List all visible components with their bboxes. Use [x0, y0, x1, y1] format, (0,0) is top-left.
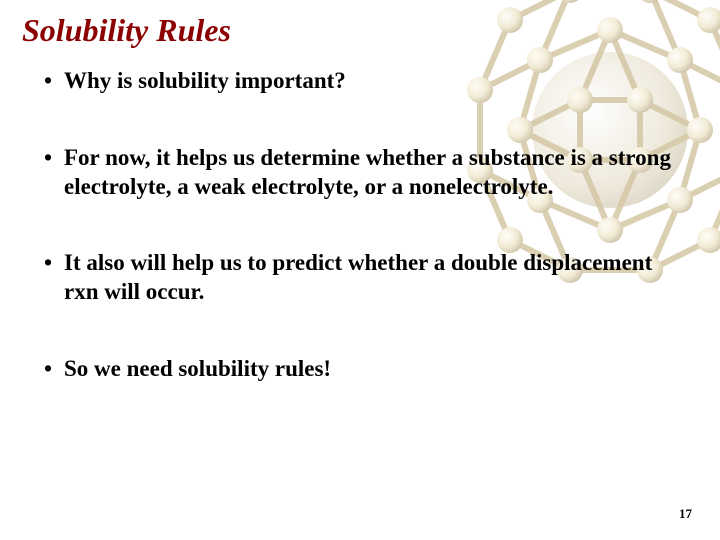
slide-title: Solubility Rules: [18, 12, 690, 49]
bullet-list: Why is solubility important? For now, it…: [18, 67, 690, 384]
bullet-item: It also will help us to predict whether …: [44, 249, 690, 307]
bullet-item: So we need solubility rules!: [44, 355, 690, 384]
bullet-item: Why is solubility important?: [44, 67, 690, 96]
page-number: 17: [679, 506, 692, 522]
slide-content: Solubility Rules Why is solubility impor…: [0, 0, 720, 384]
bullet-item: For now, it helps us determine whether a…: [44, 144, 690, 202]
